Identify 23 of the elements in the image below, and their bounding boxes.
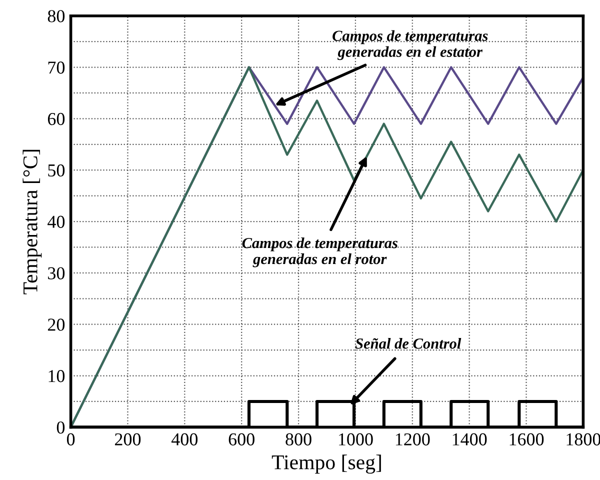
x-tick-label: 1600 <box>510 433 544 446</box>
x-tick-label: 1200 <box>396 433 430 446</box>
y-tick-label: 50 <box>48 164 65 177</box>
x-tick-label: 0 <box>66 433 75 446</box>
annotation: Señal de Control <box>355 338 462 349</box>
y-tick-label: 60 <box>48 112 65 126</box>
y-axis-title: Temperatura [°C] <box>22 150 42 294</box>
x-tick-label: 200 <box>114 433 141 446</box>
y-tick-label: 40 <box>48 216 65 228</box>
y-tick-label: 80 <box>48 10 65 22</box>
x-tick-label: 400 <box>171 433 198 446</box>
y-tick-label: 10 <box>48 370 65 382</box>
x-tick-label: 800 <box>286 433 312 446</box>
x-axis-title: Tiempo [seg] <box>272 454 381 474</box>
annotation: Campos de temperaturas generadas en el estator <box>332 30 488 60</box>
annotation: Campos de temperaturas generadas en el rotor <box>242 237 398 268</box>
x-tick-label: 600 <box>228 433 254 446</box>
y-tick-label: 70 <box>48 62 65 74</box>
x-tick-label: 1000 <box>339 433 373 446</box>
y-tick-label: 20 <box>48 318 65 331</box>
x-tick-label: 1400 <box>452 433 487 446</box>
y-tick-label: 0 <box>56 421 65 434</box>
y-tick-label: 30 <box>48 267 65 280</box>
